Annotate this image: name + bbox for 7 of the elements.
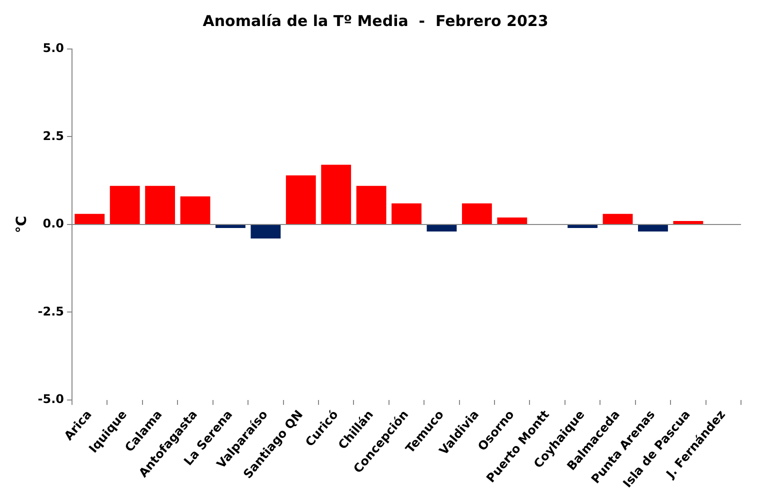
- y-tick-label: 5.0: [42, 41, 64, 56]
- y-tick-label: -5.0: [38, 392, 64, 406]
- chart-title: Anomalía de la Tº Media - Febrero 2023: [202, 12, 548, 30]
- y-tick-label: -2.5: [38, 304, 64, 318]
- y-tick-label: 2.5: [42, 128, 64, 143]
- y-tick-label: 0.0: [42, 216, 64, 231]
- y-axis-title: °C: [14, 216, 30, 234]
